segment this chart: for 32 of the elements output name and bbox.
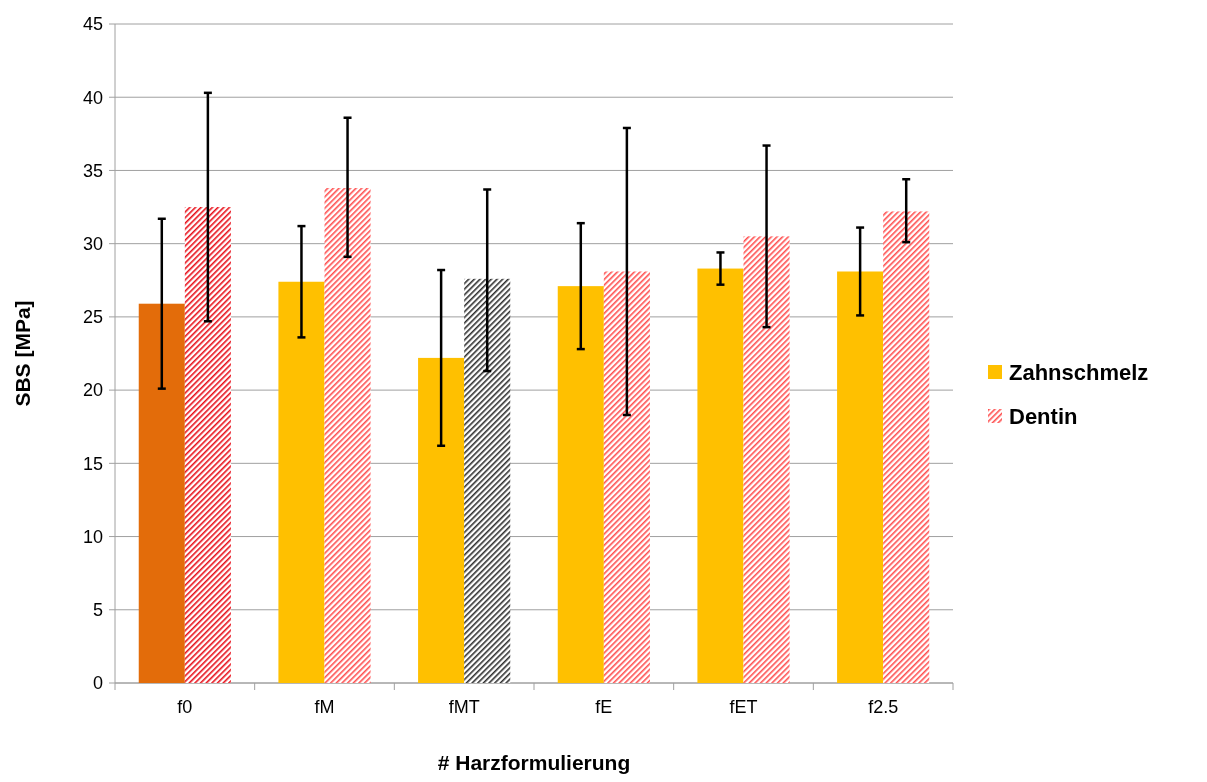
y-tick-label: 25 <box>82 307 103 328</box>
legend-label: Dentin <box>1009 403 1078 429</box>
bar <box>464 278 511 683</box>
bar <box>324 188 371 683</box>
x-axis-title: # Harzformulierung <box>437 751 631 774</box>
bar <box>138 303 185 683</box>
bar <box>603 271 650 683</box>
bar <box>883 211 930 683</box>
bar <box>184 207 231 683</box>
bar <box>278 281 325 683</box>
x-tick-label: fMT <box>448 697 480 717</box>
y-tick-label: 40 <box>82 87 103 108</box>
y-axis-title: SBS [MPa] <box>11 300 34 407</box>
y-tick-label: 45 <box>82 14 103 35</box>
bar <box>557 286 604 683</box>
bar <box>837 271 884 683</box>
x-tick-label: f2.5 <box>868 697 899 717</box>
y-tick-label: 35 <box>82 160 103 181</box>
x-tick-label: fM <box>314 697 335 717</box>
bar <box>418 357 465 683</box>
y-tick-label: 0 <box>92 673 103 694</box>
x-tick-label: f0 <box>177 697 193 717</box>
y-tick-label: 30 <box>82 233 103 254</box>
legend-label: Zahnschmelz <box>1009 359 1149 385</box>
bar <box>743 236 790 683</box>
bar <box>697 268 744 683</box>
y-tick-label: 20 <box>82 380 103 401</box>
x-tick-label: fET <box>729 697 758 717</box>
x-tick-label: fE <box>595 697 613 717</box>
y-tick-label: 15 <box>82 453 103 474</box>
y-tick-label: 10 <box>82 526 103 547</box>
y-tick-label: 5 <box>92 600 103 621</box>
